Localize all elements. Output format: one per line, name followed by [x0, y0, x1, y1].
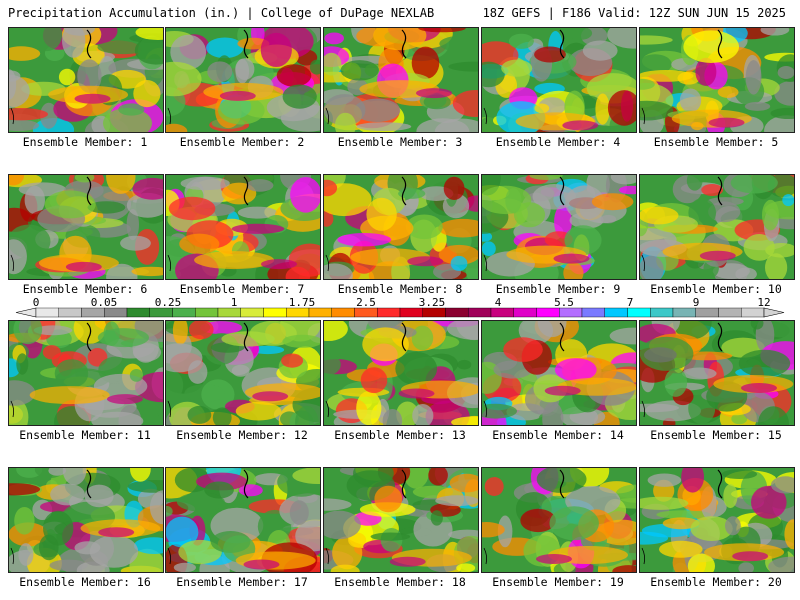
ensemble-member-label: Ensemble Member: 12 [176, 428, 308, 442]
ensemble-member-map [323, 27, 479, 133]
ensemble-member-label: Ensemble Member: 18 [334, 575, 466, 589]
ensemble-member-map [165, 174, 321, 280]
ensemble-member-map [8, 27, 164, 133]
ensemble-member-map [323, 320, 479, 426]
color-legend-tick-label: 0.25 [154, 296, 182, 309]
ensemble-member-label: Ensemble Member: 6 [22, 282, 148, 296]
ensemble-member-map [481, 174, 637, 280]
ensemble-member-map [481, 27, 637, 133]
ensemble-member-label: Ensemble Member: 3 [337, 135, 463, 149]
ensemble-member-map [165, 320, 321, 426]
ensemble-member-map [639, 174, 795, 280]
ensemble-member-map [639, 320, 795, 426]
ensemble-member-map [8, 320, 164, 426]
ensemble-member-label: Ensemble Member: 7 [179, 282, 305, 296]
color-legend-tick-label: 3.25 [418, 296, 446, 309]
color-legend-tick-label: 1 [230, 296, 238, 309]
ensemble-member-label: Ensemble Member: 15 [650, 428, 782, 442]
ensemble-member-map [165, 467, 321, 573]
ensemble-member-map [8, 174, 164, 280]
ensemble-member-label: Ensemble Member: 14 [492, 428, 624, 442]
ensemble-member-label: Ensemble Member: 5 [653, 135, 779, 149]
model-valid-time: 18Z GEFS | F186 Valid: 12Z SUN JUN 15 20… [482, 6, 786, 20]
ensemble-member-label: Ensemble Member: 16 [19, 575, 151, 589]
ensemble-member-label: Ensemble Member: 1 [22, 135, 148, 149]
ensemble-member-label: Ensemble Member: 10 [650, 282, 782, 296]
color-legend-tick-label: 2.5 [356, 296, 376, 309]
color-legend-tick-label: 1.75 [288, 296, 316, 309]
ensemble-member-map [639, 27, 795, 133]
color-legend-tick-label: 12 [757, 296, 771, 309]
color-legend-tick-label: 4 [494, 296, 502, 309]
map-title: Precipitation Accumulation (in.) | Colle… [8, 6, 435, 20]
color-legend-tick-label: 0 [32, 296, 40, 309]
ensemble-member-map [165, 27, 321, 133]
color-legend-tick-label: 7 [626, 296, 634, 309]
ensemble-member-map [481, 320, 637, 426]
color-legend-tick-label: 9 [692, 296, 700, 309]
ensemble-member-label: Ensemble Member: 20 [650, 575, 782, 589]
ensemble-member-map [323, 467, 479, 573]
color-legend-tick-label: 5.5 [554, 296, 574, 309]
color-legend-tick-label: 0.05 [90, 296, 118, 309]
ensemble-member-map [639, 467, 795, 573]
ensemble-member-label: Ensemble Member: 9 [495, 282, 621, 296]
ensemble-member-label: Ensemble Member: 13 [334, 428, 466, 442]
ensemble-member-map [481, 467, 637, 573]
ensemble-member-label: Ensemble Member: 19 [492, 575, 624, 589]
ensemble-member-label: Ensemble Member: 2 [179, 135, 305, 149]
ensemble-member-label: Ensemble Member: 8 [337, 282, 463, 296]
ensemble-member-map [323, 174, 479, 280]
ensemble-member-label: Ensemble Member: 17 [176, 575, 308, 589]
ensemble-member-label: Ensemble Member: 4 [495, 135, 621, 149]
ensemble-member-map [8, 467, 164, 573]
ensemble-member-label: Ensemble Member: 11 [19, 428, 151, 442]
